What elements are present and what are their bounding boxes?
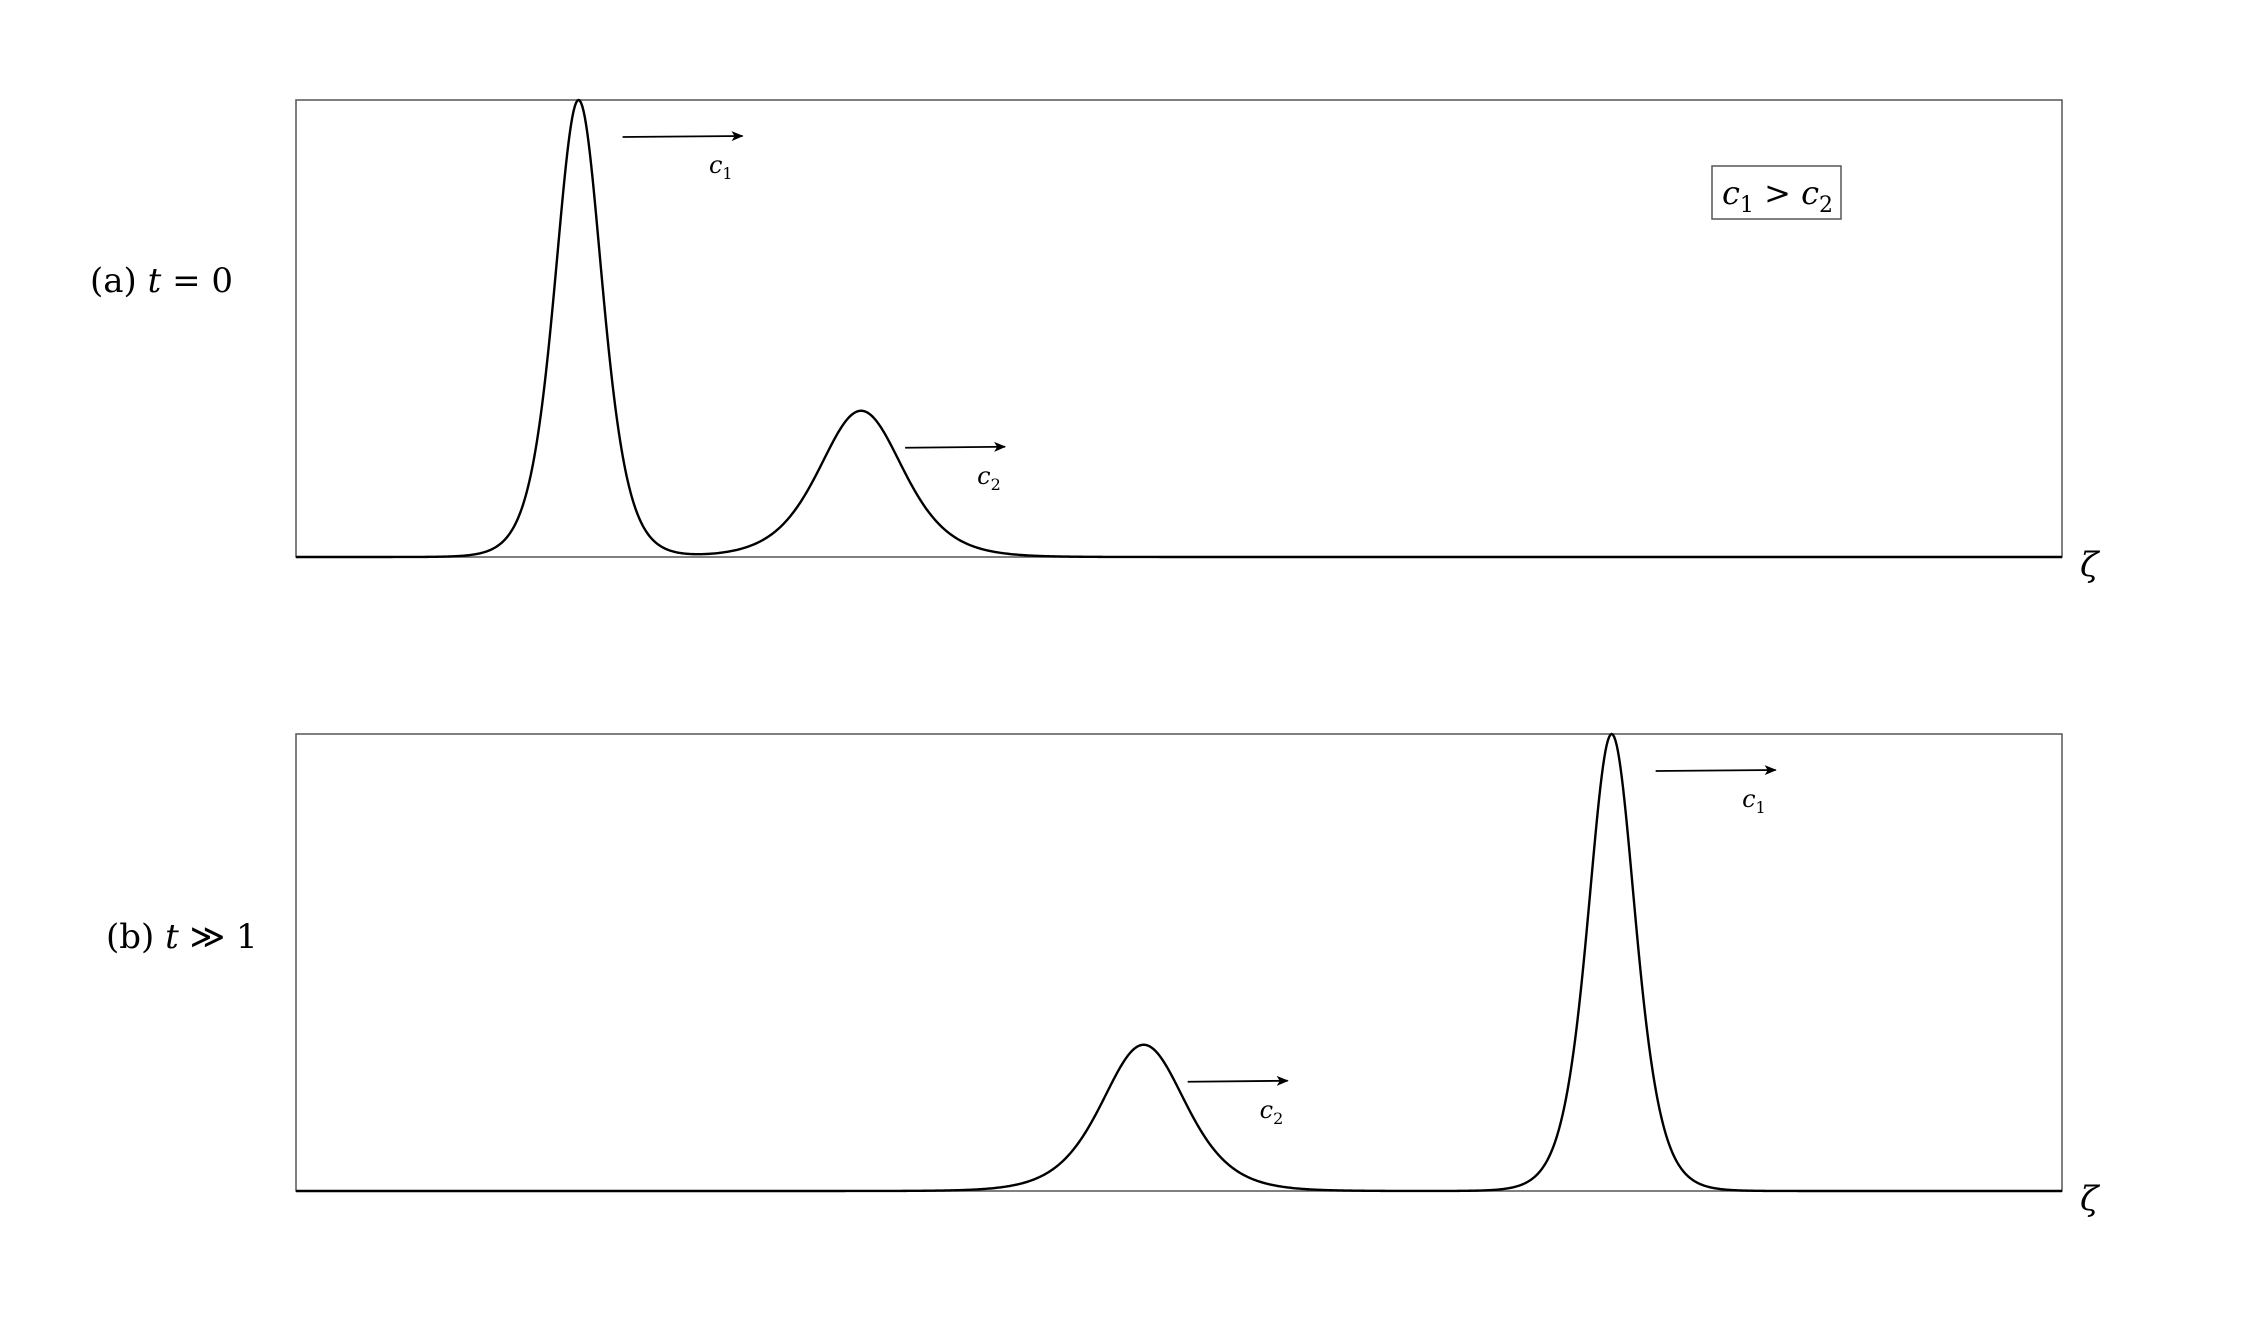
panel-a-label: (a) t = 0	[90, 261, 233, 301]
legend-rhs: c	[1801, 174, 1819, 212]
panel-b-wave-curve	[296, 732, 2062, 1193]
speed-relation-legend: c1 > c2	[1711, 165, 1842, 220]
legend-relation: >	[1754, 174, 1801, 212]
panel-b-label-var: t	[165, 917, 179, 957]
panel-b-axis-label: ζ	[2080, 1179, 2101, 1219]
panel-b-arrow-c1	[1655, 765, 1777, 776]
panel-a-label-rel: = 0	[161, 261, 233, 301]
legend-text: c1 > c2	[1722, 174, 1833, 218]
panel-a-speed-label-c1: c1	[709, 151, 733, 183]
panel-b-velocity-arrows: c2 c1	[1187, 765, 1777, 1128]
panel-a-speed-label-c2: c2	[977, 462, 1001, 494]
legend-rhs-sub: 2	[1819, 193, 1833, 218]
panel-a-arrow-c1	[622, 131, 744, 142]
panel-a-velocity-arrows: c1 c2	[622, 131, 1007, 494]
legend-lhs-sub: 1	[1740, 193, 1754, 218]
panel-b-label-prefix: (b)	[106, 917, 165, 957]
panel-a-axis-label: ζ	[2080, 545, 2101, 585]
panel-b-speed-label-c2: c2	[1260, 1096, 1284, 1128]
panel-a-arrow-c2	[905, 441, 1007, 452]
panel-a-label-prefix: (a)	[90, 261, 148, 301]
panel-a-frame	[295, 99, 2063, 558]
panel-a-wave-curve	[296, 98, 2062, 559]
panel-b-label-rel: ≫ 1	[179, 917, 258, 957]
panel-b-arrow-c2	[1187, 1075, 1289, 1086]
panel-b-label: (b) t ≫ 1	[106, 917, 258, 957]
legend-box	[1711, 165, 1842, 220]
panel-a-label-var: t	[148, 261, 162, 301]
legend-lhs: c	[1722, 174, 1740, 212]
panel-b-frame	[295, 733, 2063, 1192]
panel-b-speed-label-c1: c1	[1742, 785, 1766, 817]
panel-b: (b) t ≫ 1 ζ c2 c1	[106, 732, 2101, 1219]
